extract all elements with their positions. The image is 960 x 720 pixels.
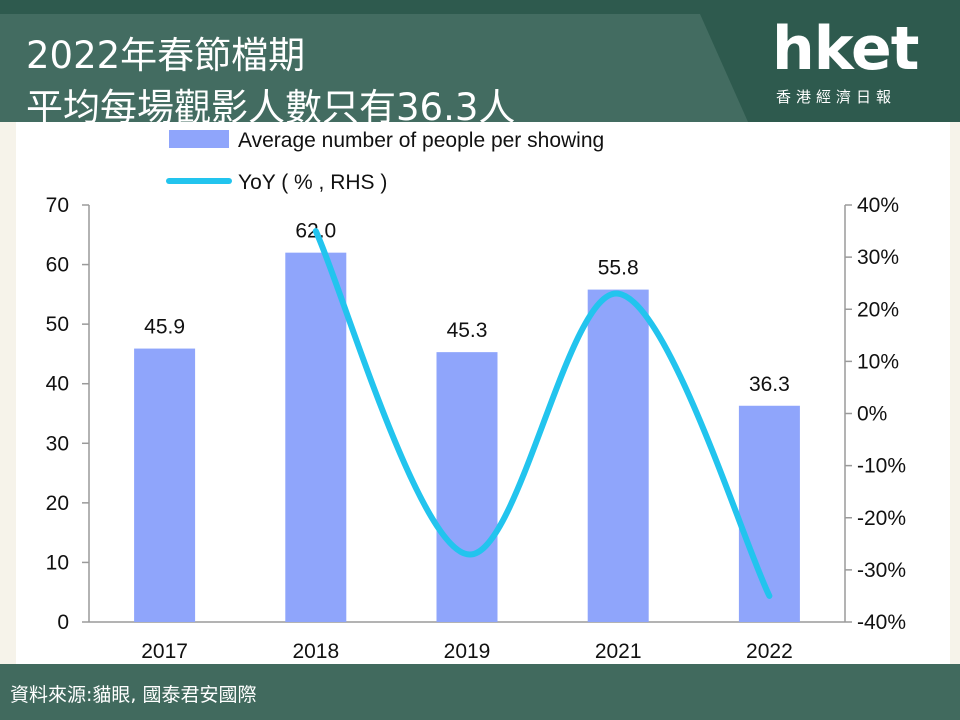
legend-bar-label: Average number of people per showing [238, 129, 604, 152]
left-axis-tick-label: 40 [46, 373, 69, 396]
x-axis-category-label: 2017 [141, 640, 188, 663]
right-axis-tick-label: 30% [857, 246, 899, 269]
chart-x-labels: 2017 2018 2019 2021 2022 [141, 640, 793, 663]
bar-value-label: 36.3 [749, 373, 790, 396]
bar-value-label: 45.3 [447, 319, 488, 342]
chart-bars [134, 252, 800, 622]
right-axis-tick-label: 20% [857, 298, 899, 321]
yoy-line [312, 228, 773, 599]
right-axis-tick-label: -30% [857, 559, 906, 582]
bar [285, 252, 347, 622]
chart-line-series [312, 228, 773, 599]
chart-axes: 0 10 20 30 40 50 60 70 -40% -30% -20% -10% 0% 10% 20% 3… [46, 194, 906, 634]
footer: 資料來源:貓眼, 國泰君安國際 [0, 664, 960, 720]
legend-bar-swatch [169, 130, 229, 148]
title-box: 2022年春節檔期 平均每場觀影人數只有36.3人 [0, 14, 748, 122]
chart-card: Average number of people per showing YoY… [16, 122, 950, 664]
right-axis-tick-label: 10% [857, 350, 899, 373]
legend-line-label: YoY ( % , RHS ) [238, 171, 387, 194]
chart-bar-labels: 45.962.045.355.836.3 [144, 220, 790, 396]
right-axis-tick-label: -10% [857, 455, 906, 478]
right-axis-tick-label: -40% [857, 611, 906, 634]
left-axis-tick-label: 50 [46, 313, 69, 336]
left-axis-tick-label: 60 [46, 254, 69, 277]
logo-subtext: 香港經濟日報 [776, 88, 897, 106]
left-axis-tick-label: 20 [46, 492, 69, 515]
source-note: 資料來源:貓眼, 國泰君安國際 [10, 684, 257, 706]
page-title: 2022年春節檔期 [26, 34, 306, 77]
bar [738, 405, 800, 622]
bar-value-label: 45.9 [144, 316, 185, 339]
right-axis-tick-label: 0% [857, 403, 887, 426]
bar [587, 289, 649, 622]
right-axis-tick-label: 40% [857, 194, 899, 217]
x-axis-category-label: 2018 [292, 640, 339, 663]
bar-value-label: 55.8 [598, 257, 639, 280]
chart: Average number of people per showing YoY… [46, 129, 906, 663]
chart-legend: Average number of people per showing YoY… [166, 129, 604, 194]
page-subtitle: 平均每場觀影人數只有36.3人 [26, 86, 516, 129]
left-axis-tick-label: 0 [57, 611, 69, 634]
hket-logo: hket 香港經濟日報 [772, 14, 942, 110]
right-axis-tick-label: -20% [857, 507, 906, 530]
left-axis-tick-label: 10 [46, 551, 69, 574]
left-axis-tick-label: 30 [46, 432, 69, 455]
left-axis-tick-label: 70 [46, 194, 69, 217]
bar [134, 348, 196, 622]
bar [436, 352, 498, 622]
x-axis-category-label: 2021 [595, 640, 642, 663]
x-axis-category-label: 2022 [746, 640, 793, 663]
x-axis-category-label: 2019 [444, 640, 491, 663]
logo-wordmark: hket [772, 14, 919, 84]
